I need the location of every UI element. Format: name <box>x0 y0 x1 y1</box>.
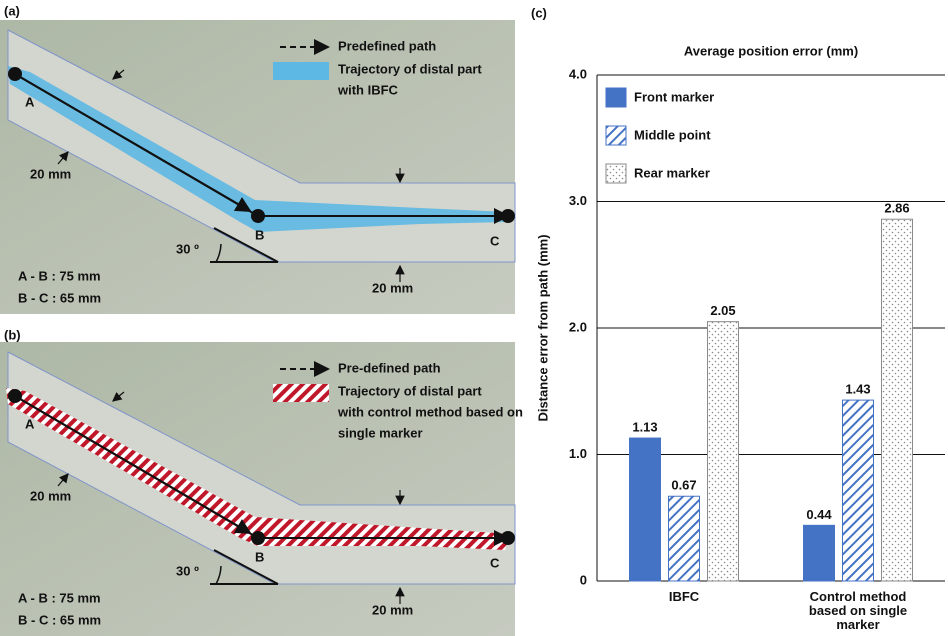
legend-trajectory-label: Trajectory of distal part <box>338 383 482 398</box>
angle-label: 30 º <box>176 563 199 578</box>
bar <box>630 438 661 581</box>
bar <box>882 219 913 581</box>
x-tick-label: IBFC <box>619 590 749 604</box>
panels: (a) Predefined path Trajectory of distal p… <box>0 3 523 636</box>
waypoint <box>8 67 22 81</box>
panel-label: (b) <box>4 327 21 342</box>
length-label: B - C : 65 mm <box>18 290 101 305</box>
page: (a) Predefined path Trajectory of distal p… <box>0 0 948 636</box>
legend-path-label: Pre-defined path <box>338 360 441 375</box>
waypoint <box>251 531 265 545</box>
y-tick-label: 3.0 <box>569 193 587 208</box>
figure: (a) Predefined path Trajectory of distal p… <box>0 0 948 636</box>
value-label: 1.43 <box>845 382 870 397</box>
legend-trajectory-symbol <box>273 384 329 402</box>
value-label: 2.05 <box>710 303 735 318</box>
legend-trajectory-label: with control method based on <box>337 404 523 419</box>
legend-trajectory-label: single marker <box>338 425 423 440</box>
length-label: A - B : 75 mm <box>18 590 101 605</box>
point-label: A <box>25 94 35 109</box>
photo-panel: (b) Pre-defined path Trajectory of distal … <box>0 327 523 636</box>
legend-label: Front marker <box>634 89 714 104</box>
chart-title: Average position error (mm) <box>684 43 858 58</box>
value-label: 2.86 <box>884 201 909 216</box>
legend-path-label: Predefined path <box>338 38 436 53</box>
point-label: C <box>490 233 500 248</box>
width-label: 20 mm <box>30 166 71 181</box>
bar <box>708 322 739 581</box>
legend-trajectory-label: Trajectory of distal part <box>338 61 482 76</box>
legend-swatch <box>606 88 626 107</box>
panel-label: (c) <box>531 5 547 20</box>
photo-panel: (a) Predefined path Trajectory of distal p… <box>0 3 515 314</box>
chart: (c) Average position error (mm) Distance e… <box>531 5 945 587</box>
length-label: A - B : 75 mm <box>18 268 101 283</box>
point-label: B <box>255 227 264 242</box>
y-tick-label: 0 <box>580 572 587 587</box>
waypoint <box>8 389 22 403</box>
point-label: A <box>25 416 35 431</box>
legend-trajectory-label: with IBFC <box>337 82 399 97</box>
legend-label: Rear marker <box>634 165 710 180</box>
length-label: B - C : 65 mm <box>18 612 101 627</box>
point-label: B <box>255 549 264 564</box>
bar <box>669 496 700 581</box>
waypoint <box>501 209 515 223</box>
legend-swatch <box>606 126 626 145</box>
legend-label: Middle point <box>634 127 711 142</box>
panel-label: (a) <box>4 3 20 18</box>
y-tick-label: 2.0 <box>569 319 587 334</box>
value-label: 1.13 <box>632 419 657 434</box>
value-label: 0.44 <box>806 507 832 522</box>
x-tick-label: Control method based on single marker <box>793 590 923 632</box>
angle-label: 30 º <box>176 241 199 256</box>
y-tick-label: 4.0 <box>569 66 587 81</box>
bar <box>843 400 874 581</box>
width-label: 20 mm <box>30 488 71 503</box>
width-label: 20 mm <box>372 602 413 617</box>
legend-trajectory-symbol <box>273 62 329 80</box>
bar <box>804 525 835 581</box>
y-tick-label: 1.0 <box>569 446 587 461</box>
waypoint <box>251 209 265 223</box>
width-label: 20 mm <box>372 280 413 295</box>
legend-swatch <box>606 164 626 183</box>
value-label: 0.67 <box>671 478 696 493</box>
waypoint <box>501 531 515 545</box>
y-axis-label: Distance error from path (mm) <box>535 234 550 421</box>
point-label: C <box>490 555 500 570</box>
